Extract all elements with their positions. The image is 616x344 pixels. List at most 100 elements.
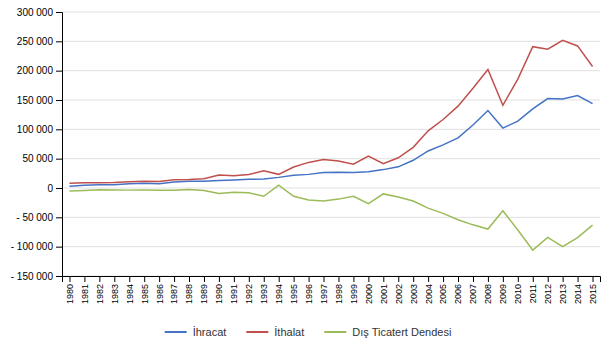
- x-tick: 2008: [483, 276, 493, 304]
- y-tick-label: 0: [47, 183, 53, 194]
- x-tick-mark: [219, 276, 220, 282]
- x-tick: 1996: [304, 276, 314, 304]
- grid-line: [62, 12, 600, 13]
- x-tick-mark: [383, 276, 384, 282]
- y-tick-label: 250 000: [17, 36, 54, 47]
- x-tick: 1993: [259, 276, 269, 304]
- x-tick-mark: [264, 276, 265, 282]
- x-tick-mark: [69, 276, 70, 282]
- lines: [69, 40, 592, 250]
- x-tick-label: 1989: [199, 284, 209, 304]
- x-tick: 2001: [379, 276, 389, 304]
- x-tick-label: 2004: [424, 284, 434, 304]
- x-tick: 2005: [438, 276, 448, 304]
- x-tick-label: 1992: [244, 284, 254, 304]
- x-tick: 2014: [573, 276, 583, 304]
- x-tick-label: 1991: [229, 284, 239, 304]
- x-tick-mark: [99, 276, 100, 282]
- x-tick-mark: [518, 276, 519, 282]
- x-tick-mark: [84, 276, 85, 282]
- y-tick-label: 50 000: [22, 153, 53, 164]
- y-tick-label: 200 000: [17, 65, 54, 76]
- legend-swatch: [246, 331, 268, 333]
- series-line: [69, 96, 592, 187]
- x-tick-mark: [533, 276, 534, 282]
- y-tick-label: 100 000: [17, 124, 54, 135]
- x-tick-label: 1983: [110, 284, 120, 304]
- x-tick-mark: [234, 276, 235, 282]
- x-tick-label: 1993: [259, 284, 269, 304]
- x-tick: 2010: [513, 276, 523, 304]
- x-tick-mark: [488, 276, 489, 282]
- x-tick: 1991: [229, 276, 239, 304]
- x-tick-mark: [458, 276, 459, 282]
- x-tick-label: 1987: [169, 284, 179, 304]
- x-axis: 1980198119821983198419851986198719881989…: [63, 276, 601, 304]
- x-tick-label: 1999: [349, 284, 359, 304]
- x-tick-mark: [144, 276, 145, 282]
- x-tick-label: 2003: [409, 284, 419, 304]
- x-tick: 2003: [409, 276, 419, 304]
- x-tick: 1997: [319, 276, 329, 304]
- y-tick: 50 000: [22, 153, 62, 164]
- x-axis-line: [63, 277, 601, 283]
- chart: - 150 000 - 100 000 - 50 000 0 50 000 100 000…: [0, 0, 616, 344]
- y-tick-mark: [56, 100, 62, 101]
- x-tick-label: 2000: [364, 284, 374, 304]
- x-tick: 1984: [125, 276, 135, 304]
- x-tick-label: 1986: [155, 284, 165, 304]
- y-tick-label: - 100 000: [11, 241, 54, 252]
- y-tick: - 150 000: [11, 271, 62, 282]
- legend-item: Dış Ticatert Dendesi: [324, 326, 451, 338]
- x-tick: 1992: [244, 276, 254, 304]
- x-tick-label: 2002: [394, 284, 404, 304]
- x-tick-mark: [398, 276, 399, 282]
- x-tick-label: 1980: [65, 284, 75, 304]
- x-tick: 2002: [394, 276, 404, 304]
- x-tick-label: 2009: [498, 284, 508, 304]
- x-tick: 1981: [80, 276, 90, 304]
- x-tick: 1988: [184, 276, 194, 304]
- x-tick: 1980: [65, 276, 75, 304]
- y-tick: 100 000: [17, 124, 62, 135]
- y-tick: 250 000: [17, 36, 62, 47]
- x-tick-label: 2013: [558, 284, 568, 304]
- y-tick-mark: [56, 71, 62, 72]
- y-tick-label: - 50 000: [16, 212, 53, 223]
- x-tick: 2013: [558, 276, 568, 304]
- y-tick: - 100 000: [11, 241, 62, 252]
- x-tick: 2004: [424, 276, 434, 304]
- x-tick: 2012: [543, 276, 553, 304]
- x-tick-label: 2007: [468, 284, 478, 304]
- series-line: [69, 40, 592, 183]
- x-tick: 1989: [199, 276, 209, 304]
- x-tick-mark: [204, 276, 205, 282]
- x-tick-mark: [309, 276, 310, 282]
- legend-label: İhracat: [193, 326, 227, 338]
- x-tick-mark: [159, 276, 160, 282]
- grid-line: [62, 70, 600, 71]
- x-tick-label: 1982: [95, 284, 105, 304]
- x-tick-label: 1995: [289, 284, 299, 304]
- grid-line: [62, 217, 600, 218]
- y-tick-mark: [56, 12, 62, 13]
- x-tick-mark: [129, 276, 130, 282]
- legend-swatch: [165, 331, 187, 333]
- x-tick: 1998: [334, 276, 344, 304]
- x-tick-label: 1997: [319, 284, 329, 304]
- x-tick-label: 1981: [80, 284, 90, 304]
- x-tick-label: 1994: [274, 284, 284, 304]
- x-tick-mark: [114, 276, 115, 282]
- grid-line: [62, 188, 600, 189]
- grid-line: [62, 129, 600, 130]
- legend: İhracatİthalatDış Ticatert Dendesi: [165, 326, 452, 338]
- grid-line: [62, 41, 600, 42]
- x-tick: 2000: [364, 276, 374, 304]
- y-tick: 0: [47, 183, 62, 194]
- x-tick-mark: [503, 276, 504, 282]
- grid-line: [62, 246, 600, 247]
- x-tick: 1999: [349, 276, 359, 304]
- y-tick: 150 000: [17, 95, 62, 106]
- x-tick: 1987: [169, 276, 179, 304]
- x-tick-mark: [593, 276, 594, 282]
